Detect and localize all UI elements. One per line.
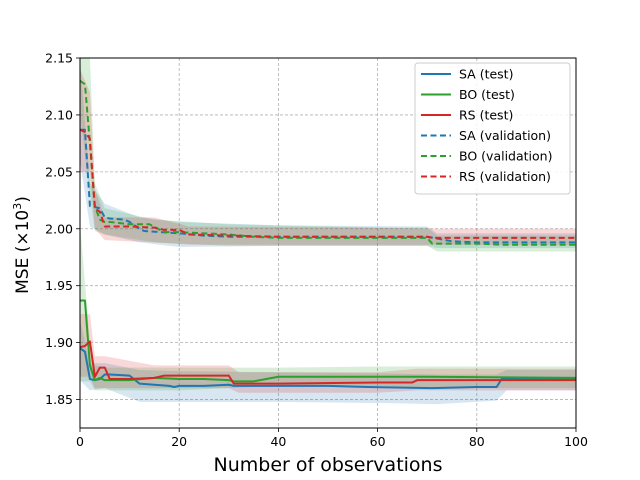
legend-label-bo-validation: BO (validation) bbox=[459, 149, 552, 164]
legend-label-sa-validation: SA (validation) bbox=[459, 128, 551, 143]
legend: SA (test) BO (test) RS (test) SA (validatio… bbox=[414, 62, 571, 195]
series-lines bbox=[80, 79, 576, 390]
x-tick-label: 100 bbox=[564, 434, 588, 449]
legend-label-rs-validation: RS (validation) bbox=[459, 169, 551, 184]
plot-frame bbox=[79, 57, 577, 429]
band-rs-test bbox=[80, 314, 576, 393]
legend-label-bo-test: BO (test) bbox=[459, 87, 515, 102]
y-tick-label: 1.95 bbox=[45, 278, 73, 293]
x-tick-label: 40 bbox=[270, 434, 286, 449]
y-tick-label: 2.05 bbox=[45, 164, 73, 179]
band-bo-test bbox=[80, 223, 576, 391]
x-axis-label: Number of observations bbox=[214, 454, 443, 476]
y-tick-label: 2.10 bbox=[45, 107, 73, 122]
legend-label-rs-test: RS (test) bbox=[459, 108, 513, 123]
x-tick-label: 80 bbox=[469, 434, 485, 449]
band-sa-validation bbox=[80, 58, 576, 249]
y-tick-label: 2.15 bbox=[45, 51, 73, 66]
legend-box bbox=[414, 62, 571, 195]
y-tick-label: 1.85 bbox=[45, 392, 73, 407]
line-bo-validation bbox=[80, 79, 576, 246]
y-axis-label: MSE (×103) bbox=[11, 196, 33, 294]
y-tick-label: 1.90 bbox=[45, 335, 73, 350]
confidence-bands bbox=[80, 58, 576, 405]
x-tick-label: 60 bbox=[370, 434, 386, 449]
x-tick-label: 20 bbox=[171, 434, 187, 449]
band-bo-validation bbox=[80, 58, 576, 252]
line-bo-test bbox=[80, 299, 576, 383]
x-tick-label: 0 bbox=[76, 434, 84, 449]
y-axis-ticks: 1.85 1.90 1.95 2.00 2.05 2.10 2.15 bbox=[45, 51, 80, 407]
band-rs-validation bbox=[80, 69, 576, 245]
line-rs-validation bbox=[80, 128, 576, 239]
legend-label-sa-test: SA (test) bbox=[459, 67, 513, 82]
x-axis-ticks: 0 20 40 60 80 100 bbox=[76, 428, 588, 449]
y-tick-label: 2.00 bbox=[45, 221, 73, 236]
band-sa-test bbox=[80, 319, 576, 405]
line-rs-test bbox=[80, 340, 576, 385]
